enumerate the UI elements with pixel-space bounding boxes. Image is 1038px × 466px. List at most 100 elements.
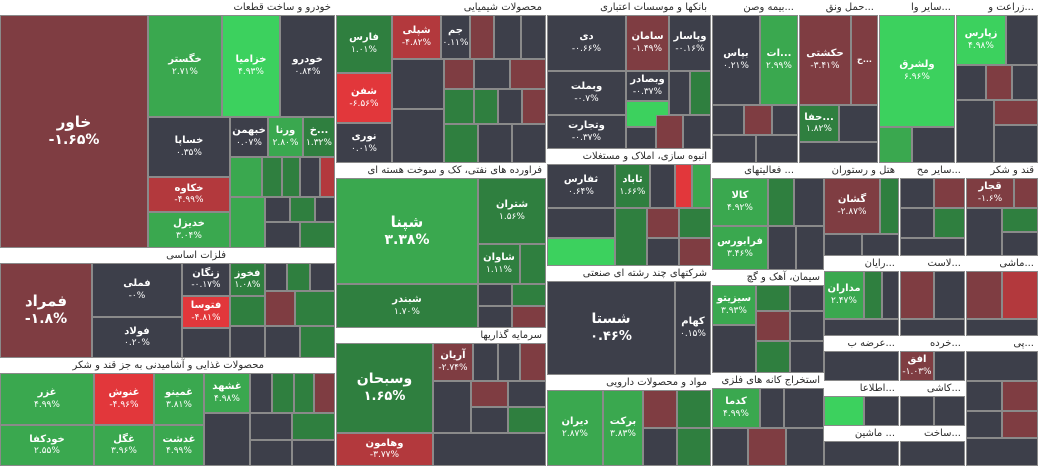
tile-chem-small[interactable] — [521, 15, 546, 59]
tile-misc-small[interactable] — [966, 411, 1002, 438]
tile-util-small[interactable] — [794, 178, 824, 226]
tile-ins-small[interactable] — [712, 105, 744, 135]
tile-ins-small[interactable] — [772, 105, 798, 135]
tile-ore-small[interactable] — [712, 428, 748, 466]
tile-build-small[interactable] — [615, 208, 647, 266]
sector-header-auto[interactable]: خودرو و ساخت قطعات — [0, 0, 335, 15]
tile-auto-small[interactable] — [230, 157, 262, 197]
tile-othermo-small[interactable] — [900, 238, 965, 256]
tile-fameli[interactable]: فملی -۰% — [92, 263, 182, 317]
tile-chem-small[interactable] — [392, 109, 444, 163]
tile-trans-small[interactable] — [799, 142, 878, 163]
tile-khe-a[interactable]: خ... ۱.۳۲% — [303, 117, 335, 157]
tile-ghegol[interactable]: غگل ۳.۹۶% — [94, 425, 154, 466]
tile-vebmelat[interactable]: وبملت -۰.۷% — [547, 71, 626, 115]
tile-sezitoo[interactable]: سیزیتو ۳.۹۳% — [712, 285, 756, 325]
tile-build-small[interactable] — [675, 164, 692, 208]
sector-header-pharma[interactable]: مواد و محصولات دارویی — [547, 375, 711, 390]
tile-thefars[interactable]: ثفارس ۰.۶۴% — [547, 164, 615, 208]
tile-khebahman[interactable]: خبهمن ۰.۰۷% — [230, 117, 268, 157]
tile-fars[interactable]: فارس ۱.۰۱% — [336, 15, 392, 73]
tile-cement-small[interactable] — [790, 285, 824, 311]
tile-shavan[interactable]: شاوان ۱.۱۱% — [478, 244, 520, 284]
sector-header-basic-metals[interactable]: فلزات اساسی — [0, 248, 230, 263]
tile-mach-small[interactable] — [966, 271, 1002, 319]
tile-ore-small[interactable] — [784, 388, 824, 428]
tile-arze-small[interactable] — [824, 351, 899, 381]
tile-comp-small[interactable] — [864, 271, 882, 319]
tile-vorna[interactable]: ورنا ۲.۸۰% — [268, 117, 303, 157]
tile-invest-small[interactable] — [471, 407, 508, 433]
tile-pharma-small[interactable] — [643, 428, 677, 466]
tile-invest-small[interactable] — [473, 343, 498, 381]
tile-etelaa-small[interactable] — [864, 396, 899, 426]
tile-food-small[interactable] — [250, 440, 292, 466]
tile-misc-small[interactable] — [1002, 411, 1038, 438]
sector-header-agri[interactable]: زراعت و... — [956, 0, 1038, 15]
tile-ore-small[interactable] — [786, 428, 824, 466]
sector-header-computer[interactable]: رایان... — [824, 256, 899, 271]
tile-oil-small[interactable] — [478, 306, 512, 328]
tile-shaghan[interactable]: شفن -۶.۵۶% — [336, 73, 392, 123]
tile-jam[interactable]: جم ۰.۱۱% — [441, 15, 470, 59]
tile-agri-small[interactable] — [994, 125, 1038, 163]
tile-metal-small[interactable] — [295, 291, 335, 326]
tile-vebsader[interactable]: وبصادر -۰.۳۷% — [626, 71, 669, 101]
tile-misc-small[interactable] — [966, 438, 1038, 466]
sector-header-sakht2[interactable]: ساخت... — [900, 426, 965, 441]
sector-header-food[interactable]: محصولات غذایی و آشامیدنی به جز قند و شکر — [0, 358, 268, 373]
tile-metal-small[interactable] — [265, 326, 300, 358]
tile-shepna[interactable]: شپنا ۳.۳۸% — [336, 178, 478, 284]
tile-util-small[interactable] — [768, 226, 796, 270]
tile-build-small[interactable] — [679, 238, 711, 266]
tile-chem-small[interactable] — [478, 124, 512, 163]
sector-header-sugar[interactable]: قند و شکر — [966, 163, 1038, 178]
tile-vasabhan[interactable]: وسبحان ۱.۶۵% — [336, 343, 433, 433]
sector-header-oil[interactable]: فراورده های نفتی، کک و سوخت هسته ای — [336, 163, 546, 178]
tile-shapli[interactable]: شپلی -۴.۸۲% — [392, 15, 441, 59]
tile-metal-small[interactable] — [230, 326, 265, 358]
tile-auto-small[interactable] — [262, 157, 282, 197]
tile-util-small[interactable] — [768, 178, 794, 226]
tile-shetran[interactable]: شتران ۱.۵۶% — [478, 178, 546, 244]
tile-metal-small[interactable] — [265, 291, 295, 326]
tile-cement-small[interactable] — [756, 285, 790, 311]
tile-auto-small[interactable] — [290, 197, 315, 222]
tile-build-small[interactable] — [547, 238, 615, 266]
tile-otherfin-small[interactable] — [912, 127, 955, 163]
tile-kashi-small[interactable] — [900, 396, 934, 426]
tile-kala[interactable]: کالا ۴.۹۲% — [712, 178, 768, 226]
tile-food-small[interactable] — [204, 413, 250, 466]
tile-pharma-small[interactable] — [677, 390, 711, 428]
tile-food-small[interactable] — [250, 413, 292, 440]
tile-ins-small[interactable] — [744, 105, 772, 135]
sector-header-multi[interactable]: شرکتهای چند رشته ای صنعتی — [547, 266, 711, 281]
tile-bank-small[interactable] — [683, 115, 711, 149]
tile-agri-small[interactable] — [994, 100, 1038, 125]
tile-food-small[interactable] — [294, 373, 314, 413]
tile-last-small[interactable] — [900, 271, 934, 319]
tile-build-small[interactable] — [692, 164, 711, 208]
tile-ore-small[interactable] — [760, 388, 784, 428]
tile-gheshan[interactable]: گشان -۲.۸۷% — [824, 178, 880, 234]
tile-sugar-small[interactable] — [1002, 232, 1038, 256]
tile-cement-small[interactable] — [790, 311, 824, 341]
tile-ghedasht[interactable]: غدشت ۴.۹۹% — [154, 425, 204, 466]
tile-chem-small[interactable] — [474, 59, 510, 89]
sector-header-khorde[interactable]: خرده... — [900, 336, 965, 351]
tile-dey[interactable]: دی -۰.۶۶% — [547, 15, 626, 71]
tile-khezamia[interactable]: خزامیا ۴.۹۳% — [222, 15, 280, 117]
tile-thabad[interactable]: ثاباد ۱.۶۶% — [615, 164, 650, 208]
tile-khavar[interactable]: خاور -۱.۶۵% — [0, 15, 148, 248]
sector-header-chemical[interactable]: محصولات شیمیایی — [336, 0, 546, 15]
tile-sugar-small[interactable] — [1002, 208, 1038, 232]
tile-mach-small[interactable] — [1002, 271, 1038, 319]
tile-bank-small[interactable] — [656, 115, 683, 149]
tile-auto-small[interactable] — [300, 157, 320, 197]
sector-header-investment[interactable]: سرمایه گذاریها — [336, 328, 546, 343]
tile-fooladd[interactable]: فولاد ۰.۲۰% — [92, 317, 182, 358]
sector-header-hotel[interactable]: هتل و رستوران — [824, 163, 899, 178]
tile-hakeshti[interactable]: حکشتی -۳.۴۱% — [799, 15, 851, 105]
tile-ghajar[interactable]: قجار -۱.۶% — [966, 178, 1014, 208]
tile-last-small[interactable] — [934, 271, 965, 319]
